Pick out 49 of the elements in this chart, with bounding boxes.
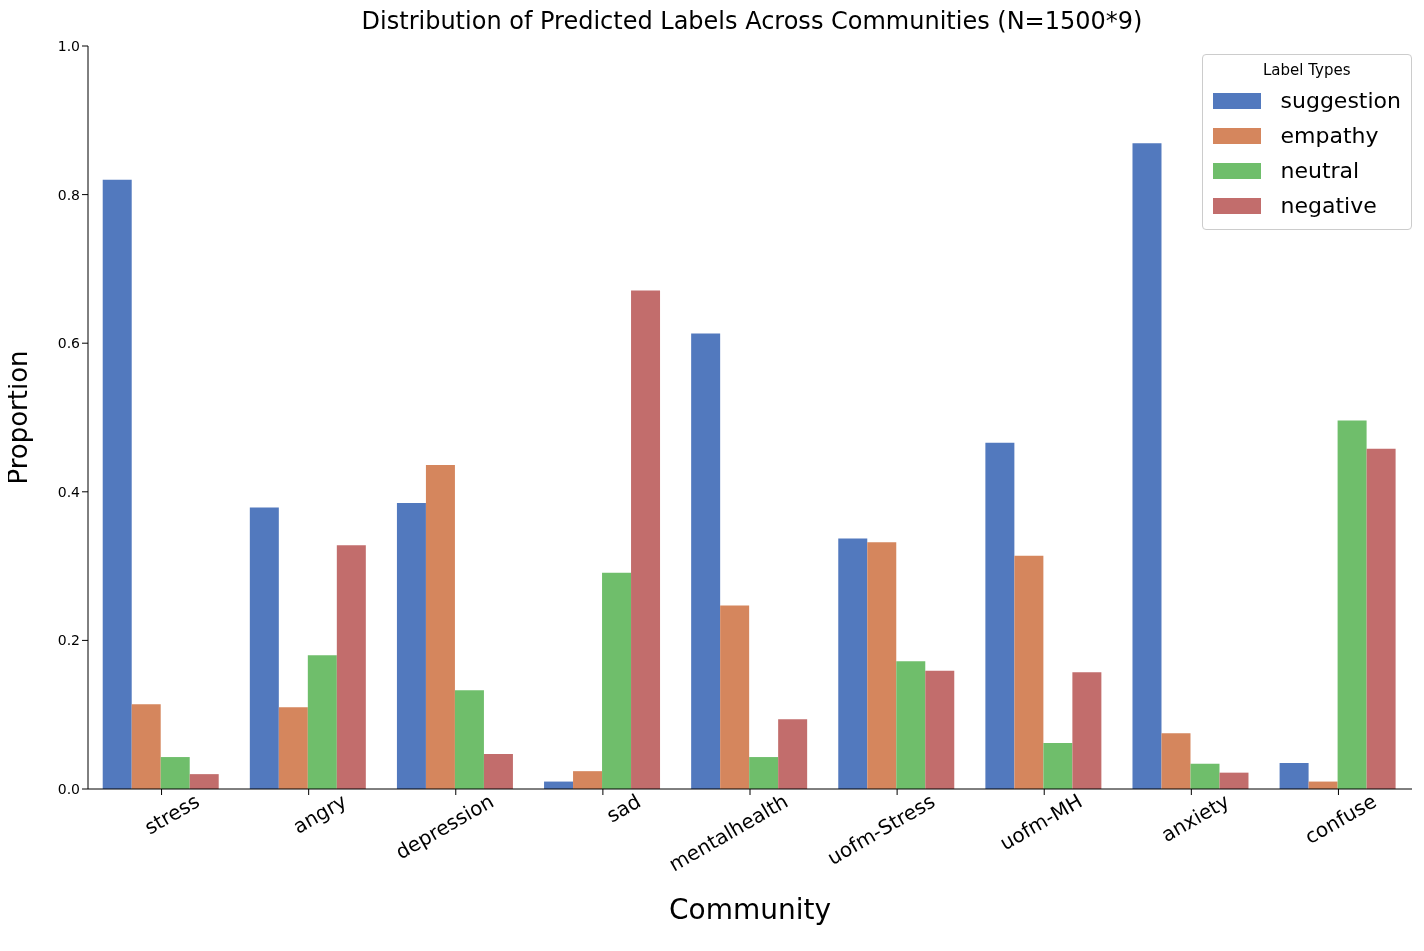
bar xyxy=(160,757,190,789)
bar xyxy=(336,545,366,789)
y-tick-label: 0.6 xyxy=(57,335,81,352)
bar xyxy=(425,465,455,789)
legend-label: empathy xyxy=(1280,123,1379,148)
bar xyxy=(1366,448,1396,789)
bar xyxy=(1072,672,1102,789)
bar xyxy=(631,290,661,789)
x-axis-title: Community xyxy=(668,893,832,926)
bar xyxy=(778,719,808,789)
bar xyxy=(1132,143,1162,789)
bar xyxy=(307,655,337,789)
y-tick-label: 0.2 xyxy=(57,632,80,649)
y-tick-label: 0.0 xyxy=(57,780,80,797)
bar xyxy=(749,757,779,789)
bar xyxy=(1337,420,1367,789)
bar xyxy=(483,754,513,789)
y-axis-title: Proportion xyxy=(3,350,34,485)
bar xyxy=(131,704,161,789)
y-tick-label: 0.4 xyxy=(57,483,81,500)
bar xyxy=(602,572,632,789)
bar xyxy=(720,605,750,789)
bar xyxy=(1279,763,1309,789)
bar xyxy=(985,442,1015,789)
chart-title: Distribution of Predicted Labels Across Communities (N=1500*9) xyxy=(360,7,1144,35)
bar xyxy=(867,542,897,789)
bar xyxy=(454,690,484,789)
bar xyxy=(896,661,926,789)
legend-title: Label Types xyxy=(1262,61,1352,79)
legend-label: suggestion xyxy=(1280,88,1401,113)
bar xyxy=(249,507,279,789)
bar xyxy=(1014,555,1044,789)
bar xyxy=(396,502,426,789)
y-tick-label: 0.8 xyxy=(57,186,80,203)
bar xyxy=(278,707,308,789)
legend-label: neutral xyxy=(1280,158,1360,183)
y-tick-label: 1.0 xyxy=(57,37,80,54)
bar xyxy=(573,771,603,789)
bar xyxy=(102,179,132,789)
bar xyxy=(838,538,868,789)
x-tick-label: sad xyxy=(602,788,645,828)
bar xyxy=(1043,742,1073,789)
bar xyxy=(189,774,219,789)
legend-label: negative xyxy=(1280,193,1377,218)
bar xyxy=(1219,772,1249,789)
bar xyxy=(691,333,721,789)
bar xyxy=(1190,763,1220,789)
bar xyxy=(925,670,955,789)
bar xyxy=(1161,733,1191,789)
